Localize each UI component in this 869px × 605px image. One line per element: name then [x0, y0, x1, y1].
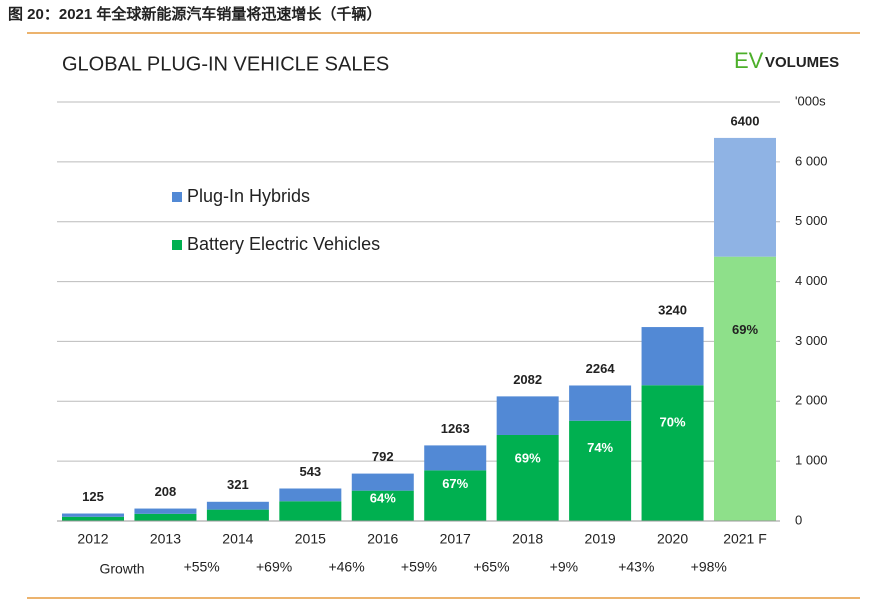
- x-tick-label: 2021 F: [723, 531, 767, 547]
- growth-label: +43%: [618, 559, 654, 575]
- x-tick-label: 2020: [657, 531, 688, 547]
- bar-segment: [279, 501, 342, 521]
- bar-segment: [206, 501, 269, 510]
- value-label: 70%: [660, 415, 686, 430]
- x-tick-label: 2017: [440, 531, 471, 547]
- x-tick-label: 2018: [512, 531, 543, 547]
- total-label: 321: [227, 477, 249, 492]
- total-label: 1263: [441, 421, 470, 436]
- y-tick-label: 3 000: [795, 333, 828, 348]
- bar-segment: [641, 327, 704, 386]
- value-label: 69%: [732, 322, 758, 337]
- caption: 图 20：2021 年全球新能源汽车销量将迅速增长（千辆）: [8, 5, 381, 23]
- total-label: 2082: [513, 372, 542, 387]
- bar-segment: [351, 490, 414, 521]
- total-label: 6400: [731, 113, 760, 128]
- growth-label: +69%: [256, 559, 292, 575]
- growth-label: +59%: [401, 559, 437, 575]
- y-tick-label: 0: [795, 512, 802, 527]
- legend-label: Plug-In Hybrids: [187, 186, 310, 206]
- bar-segment: [134, 513, 197, 521]
- legend-swatch: [172, 240, 182, 250]
- y-tick-label: 2 000: [795, 393, 828, 408]
- bar-segment: [496, 396, 559, 435]
- y-tick-label: '000s: [795, 93, 826, 108]
- x-tick-label: 2019: [585, 531, 616, 547]
- bar-segment: [279, 488, 342, 502]
- x-tick-label: 2014: [222, 531, 253, 547]
- bar-segment: [62, 516, 124, 521]
- y-tick-label: 6 000: [795, 153, 828, 168]
- total-label: 2264: [586, 361, 616, 376]
- bar-segment: [424, 470, 487, 521]
- bar-segment: [62, 513, 124, 517]
- y-tick-label: 5 000: [795, 213, 828, 228]
- bar-segment: [206, 509, 269, 521]
- bar-segment: [641, 385, 704, 521]
- bar-segment: [569, 420, 632, 521]
- bar-segment: [134, 508, 197, 514]
- growth-title: Growth: [99, 561, 144, 577]
- x-tick-label: 2015: [295, 531, 326, 547]
- total-label: 792: [372, 449, 394, 464]
- value-label: 64%: [370, 491, 396, 506]
- y-tick-label: 4 000: [795, 273, 828, 288]
- bar-segment: [496, 434, 559, 521]
- x-tick-label: 2013: [150, 531, 181, 547]
- chart-title: GLOBAL PLUG-IN VEHICLE SALES: [62, 53, 389, 75]
- growth-label: +9%: [550, 559, 578, 575]
- growth-label: +55%: [184, 559, 220, 575]
- y-tick-label: 1 000: [795, 453, 828, 468]
- bar-segment: [569, 385, 632, 421]
- bar-segment: [424, 445, 487, 471]
- total-label: 3240: [658, 303, 687, 318]
- logo-volumes: VOLUMES: [765, 54, 839, 71]
- value-label: 69%: [515, 451, 541, 466]
- x-tick-label: 2016: [367, 531, 398, 547]
- legend-swatch: [172, 192, 182, 202]
- bar-segment: [351, 473, 414, 491]
- x-tick-label: 2012: [77, 531, 108, 547]
- value-label: 74%: [587, 440, 613, 455]
- growth-label: +65%: [473, 559, 509, 575]
- total-label: 125: [82, 489, 104, 504]
- growth-label: +98%: [691, 559, 727, 575]
- bar-segment: [714, 256, 776, 521]
- legend-label: Battery Electric Vehicles: [187, 234, 380, 254]
- bar-segment: [714, 137, 776, 257]
- growth-label: +46%: [328, 559, 364, 575]
- logo-ev: EV: [734, 48, 764, 73]
- value-label: 67%: [442, 476, 468, 491]
- total-label: 208: [155, 484, 177, 499]
- total-label: 543: [299, 464, 321, 479]
